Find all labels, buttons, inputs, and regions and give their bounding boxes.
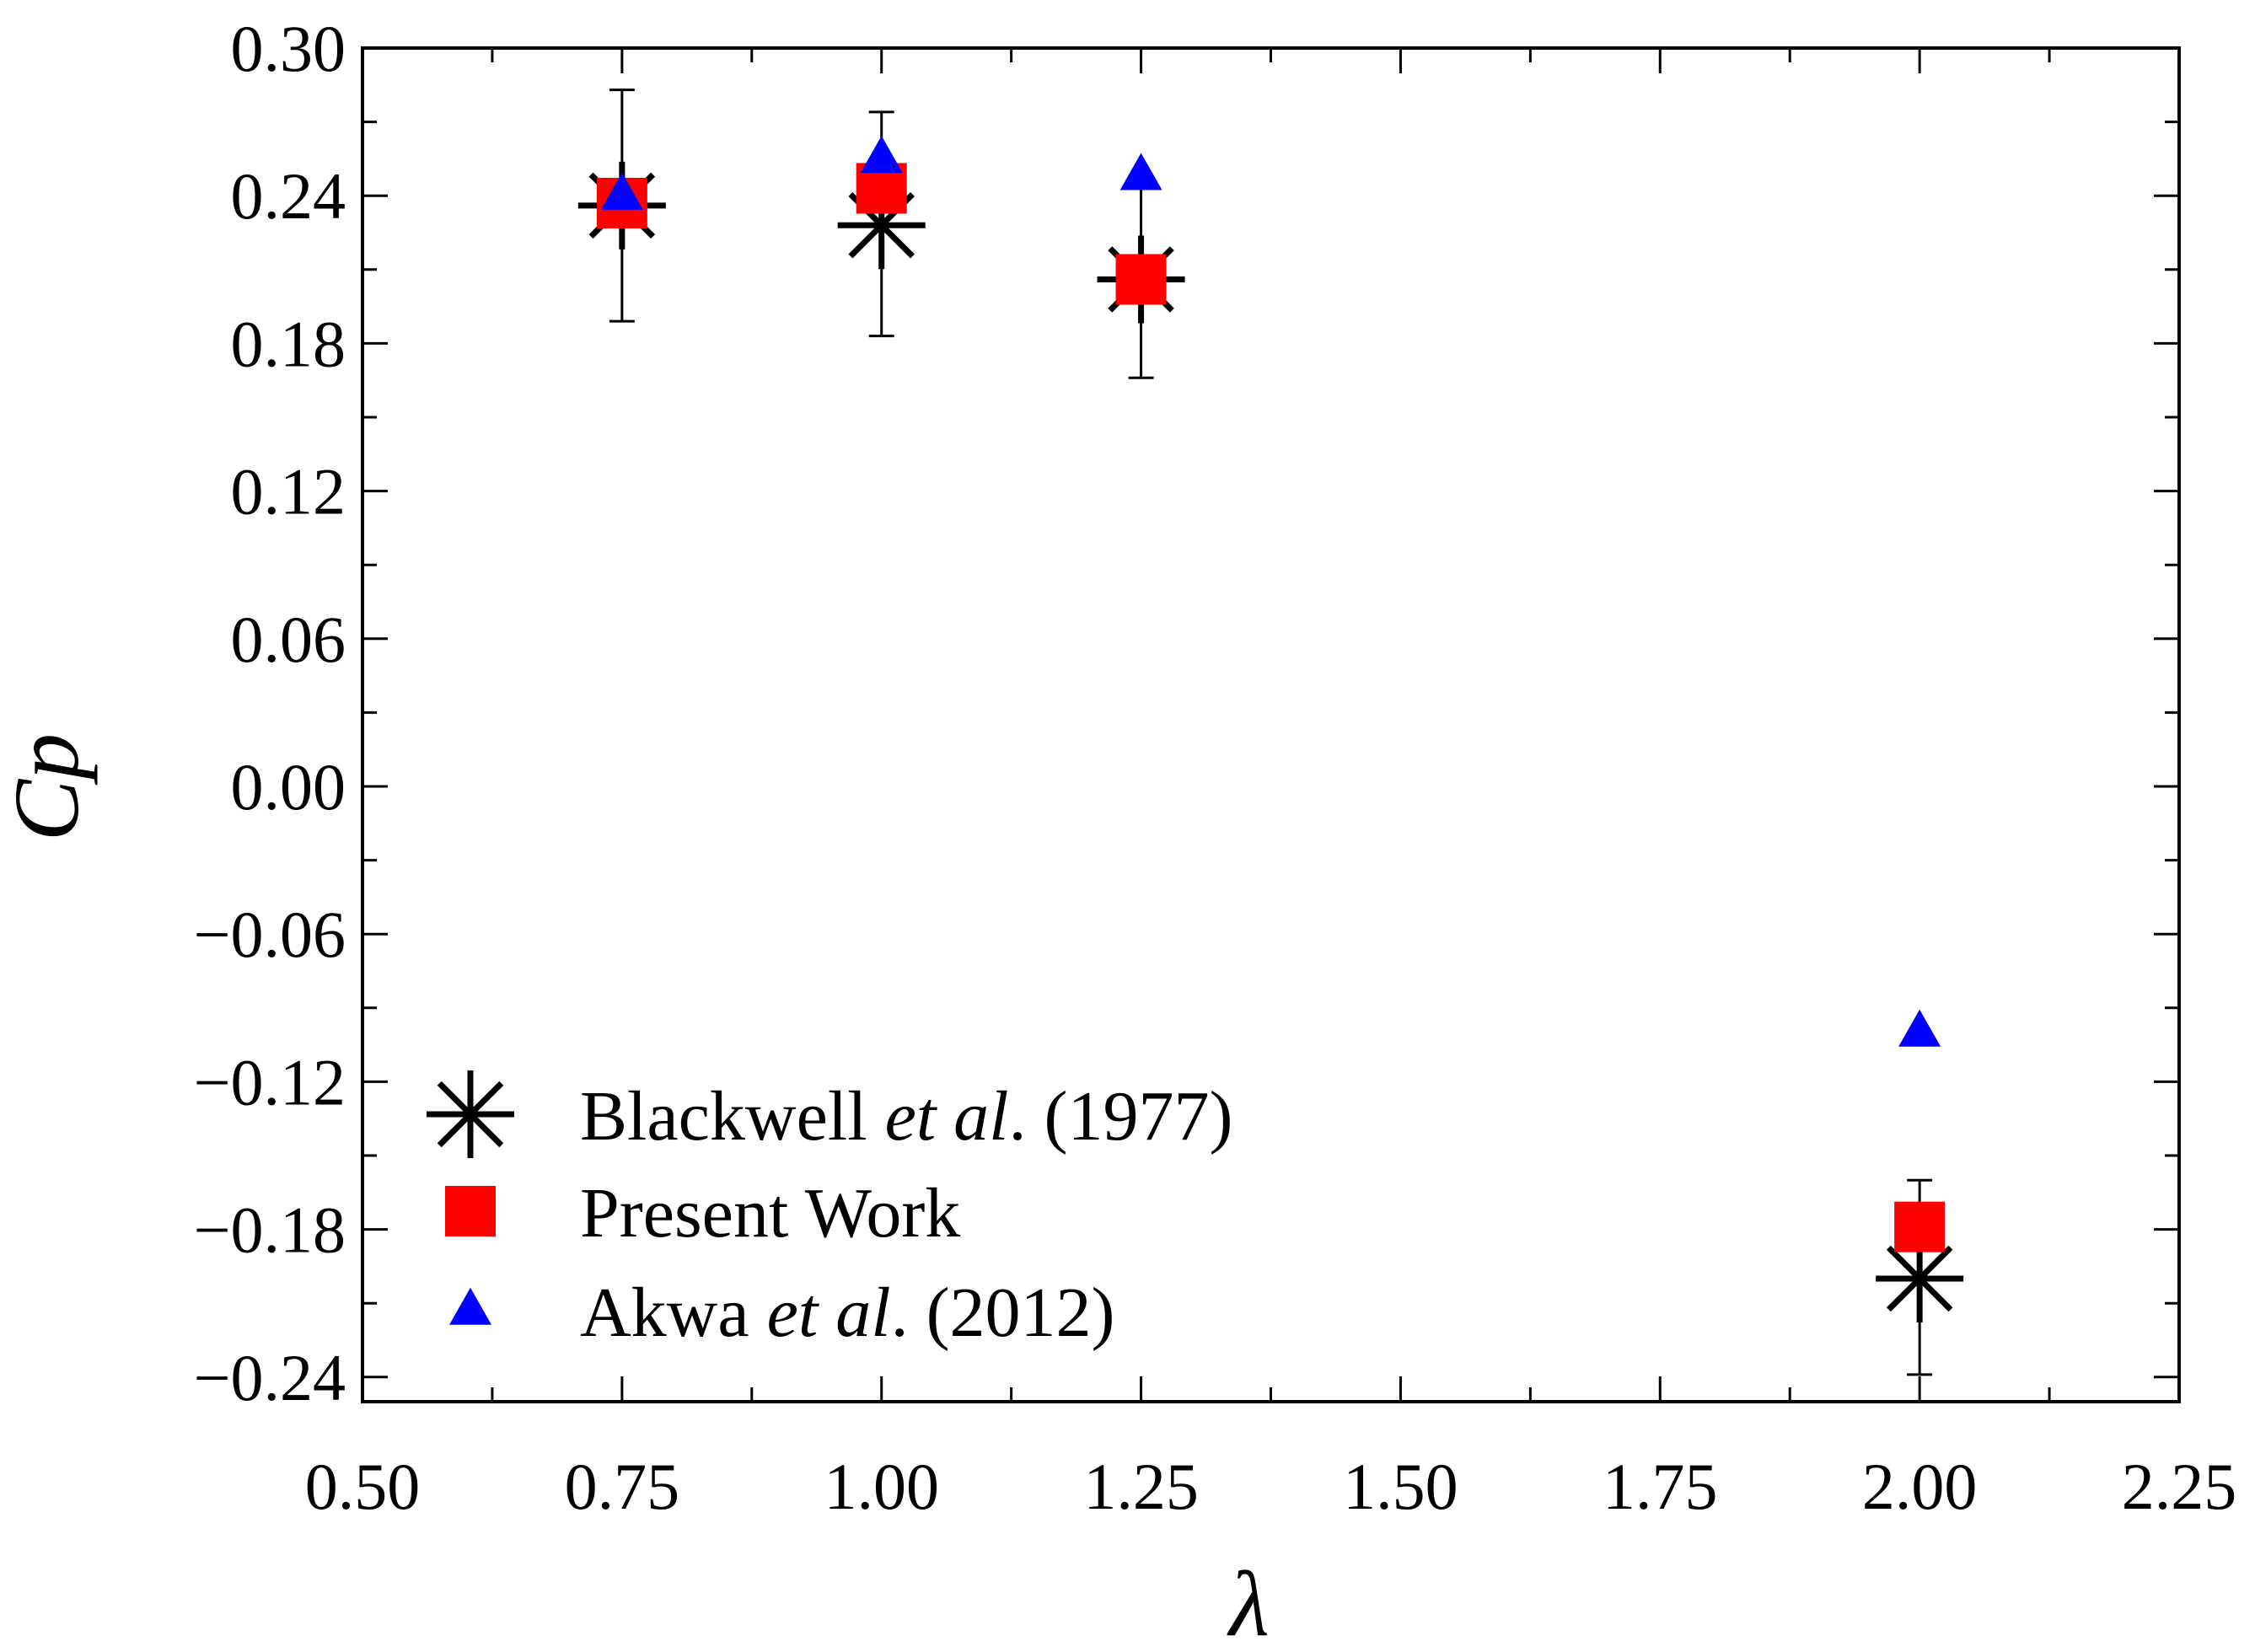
legend-label: Present Work: [580, 1174, 960, 1252]
x-axis-title: λ: [1227, 1553, 1270, 1652]
x-tick-label: 1.00: [824, 1450, 939, 1523]
data-point-triangle: [1119, 153, 1162, 190]
y-tick-label: −0.12: [194, 1045, 346, 1118]
data-point-square: [1894, 1201, 1946, 1252]
y-tick-label: 0.18: [231, 307, 346, 380]
data-points: [577, 136, 1964, 1322]
legend-label: Akwa et al. (2012): [580, 1274, 1115, 1352]
x-tick-label: 0.50: [305, 1450, 421, 1523]
data-point-triangle: [1898, 1009, 1941, 1047]
legend-marker-square: [445, 1186, 496, 1236]
legend: Blackwell et al. (1977) Present Work Akwa …: [427, 1070, 1232, 1352]
y-tick-label: 0.00: [231, 750, 346, 823]
y-tick-label: −0.24: [194, 1341, 346, 1414]
axis-ticks: [361, 46, 2181, 1402]
y-tick-label: 0.24: [231, 159, 346, 233]
x-tick-label: 1.75: [1603, 1450, 1718, 1523]
x-tick-label: 0.75: [565, 1450, 680, 1523]
x-tick-labels: 0.50 0.75 1.00 1.25 1.50 1.75 2.00 2.25: [305, 1450, 2237, 1523]
y-axis-title: Cp: [0, 733, 98, 841]
y-tick-label: 0.30: [231, 12, 346, 85]
y-tick-label: 0.12: [231, 455, 346, 528]
legend-marker-triangle: [449, 1287, 491, 1325]
data-point-square: [1115, 254, 1167, 305]
data-point-triangle: [600, 172, 643, 210]
y-tick-label: −0.06: [194, 898, 346, 971]
data-point-triangle: [860, 136, 903, 174]
y-tick-label: −0.18: [194, 1193, 346, 1267]
x-tick-label: 2.25: [2122, 1450, 2237, 1523]
x-tick-label: 2.00: [1862, 1450, 1978, 1523]
x-tick-label: 1.25: [1083, 1450, 1199, 1523]
x-tick-label: 1.50: [1343, 1450, 1458, 1523]
y-tick-label: 0.06: [231, 603, 346, 676]
legend-label: Blackwell et al. (1977): [580, 1077, 1232, 1156]
y-tick-labels: 0.30 0.24 0.18 0.12 0.06 0.00 −0.06 −0.12 −0.18 −…: [194, 12, 346, 1414]
legend-marker-asterisk: [427, 1070, 514, 1158]
